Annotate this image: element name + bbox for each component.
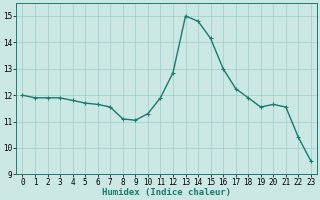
- X-axis label: Humidex (Indice chaleur): Humidex (Indice chaleur): [102, 188, 231, 197]
